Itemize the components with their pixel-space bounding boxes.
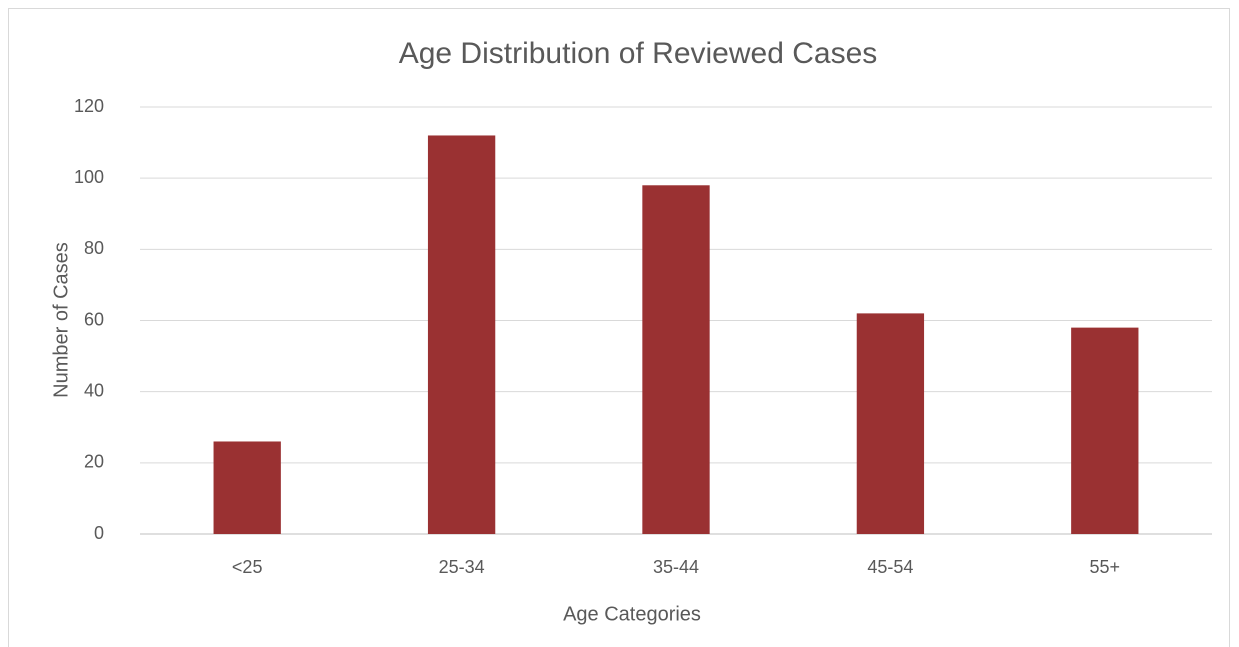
y-axis-label: Number of Cases	[50, 242, 72, 398]
y-tick-label: 60	[84, 309, 104, 329]
x-tick-label: <25	[232, 557, 263, 577]
y-tick-label: 80	[84, 238, 104, 258]
x-tick-label: 55+	[1090, 557, 1121, 577]
y-tick-label: 120	[74, 96, 104, 116]
y-tick-label: 100	[74, 167, 104, 187]
x-tick-label: 35-44	[653, 557, 699, 577]
x-tick-label: 25-34	[439, 557, 485, 577]
bar	[642, 185, 710, 535]
x-tick-label: 45-54	[867, 557, 913, 577]
bar	[213, 441, 281, 534]
bar	[427, 135, 496, 534]
bar	[856, 313, 925, 534]
x-axis-label: Age Categories	[563, 603, 701, 625]
y-tick-label: 0	[94, 523, 104, 543]
chart-frame	[8, 8, 1230, 647]
bar	[1071, 327, 1139, 534]
chart-title: Age Distribution of Reviewed Cases	[399, 37, 878, 70]
y-tick-label: 40	[84, 380, 104, 400]
y-tick-label: 20	[84, 452, 104, 472]
